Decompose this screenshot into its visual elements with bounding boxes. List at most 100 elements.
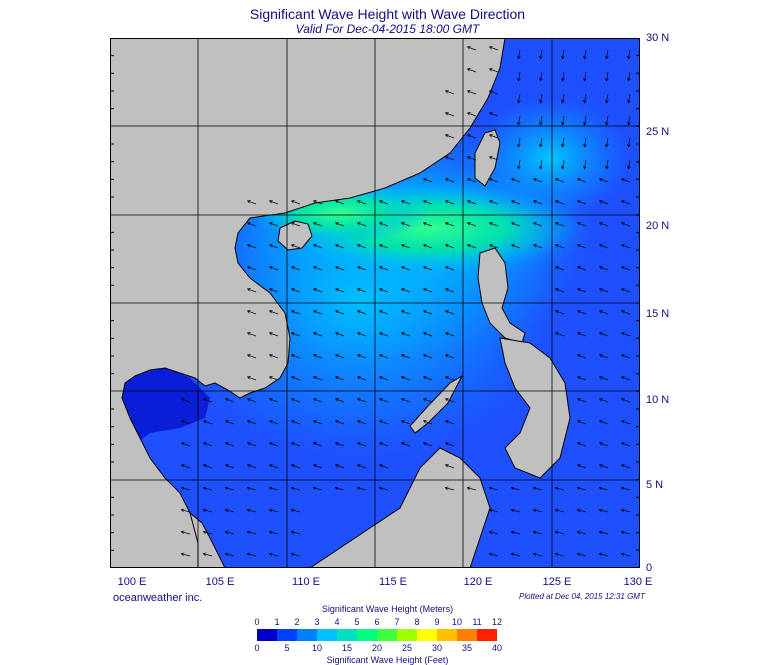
arrow-head [202, 464, 207, 468]
arrow-head [356, 420, 361, 424]
direction-arrow [247, 222, 257, 227]
direction-arrow [313, 244, 323, 249]
arrow-head [290, 552, 295, 556]
arrow-head [583, 99, 587, 104]
direction-arrow [606, 49, 609, 59]
direction-arrow [577, 222, 587, 227]
colorbar-swatch [437, 629, 458, 641]
arrow-head [539, 165, 543, 170]
arrow-head [444, 332, 449, 336]
direction-arrow [291, 288, 301, 293]
arrow-head [378, 420, 383, 424]
direction-arrow [181, 553, 191, 557]
direction-arrow [621, 354, 631, 359]
palawan-island [409, 374, 464, 434]
arrow-head [554, 486, 559, 490]
direction-arrow [423, 442, 433, 447]
direction-arrow [445, 332, 455, 337]
borneo-island [309, 447, 491, 568]
arrow-head [444, 376, 449, 380]
direction-arrow [335, 442, 345, 447]
arrow-head [290, 266, 295, 270]
arrow-head [246, 530, 251, 534]
arrow-head [510, 178, 515, 182]
arrow-head [400, 398, 405, 402]
arrow-head [554, 288, 559, 292]
direction-arrow [357, 310, 367, 315]
direction-arrow [445, 442, 455, 447]
direction-arrow [445, 90, 455, 95]
direction-arrow [467, 90, 477, 95]
arrow-head [246, 354, 251, 358]
arrow-head [554, 310, 559, 314]
arrow-head [466, 222, 471, 226]
direction-arrow [621, 420, 631, 425]
arrow-head [422, 266, 427, 270]
direction-arrow [291, 244, 301, 249]
direction-arrow [313, 354, 323, 359]
arrow-head [444, 134, 449, 138]
arrow-head [356, 442, 361, 446]
meter-tick: 4 [334, 617, 340, 627]
arrow-head [620, 222, 625, 226]
arrow-head [400, 200, 405, 204]
direction-arrow [181, 531, 191, 535]
direction-arrow [577, 509, 587, 513]
lat-label: 30 N [646, 32, 670, 44]
direction-arrow [555, 332, 565, 337]
direction-arrow [269, 442, 279, 447]
direction-arrow [357, 266, 367, 271]
arrow-head [334, 288, 339, 292]
arrow-head [583, 165, 587, 170]
direction-arrow [533, 244, 543, 249]
direction-arrow [401, 332, 411, 337]
direction-arrow [247, 509, 257, 513]
arrow-head [598, 244, 603, 248]
direction-arrow [423, 332, 433, 337]
arrow-head [561, 55, 565, 60]
arrow-head [466, 244, 471, 248]
arrow-head [627, 121, 631, 126]
arrow-head [268, 552, 273, 556]
arrow-head [290, 442, 295, 446]
arrow-head [488, 222, 493, 226]
direction-arrow [423, 222, 433, 227]
arrow-head [246, 266, 251, 270]
direction-arrow [379, 442, 389, 447]
direction-arrow [445, 310, 455, 315]
arrow-head [576, 376, 581, 380]
arrow-head [202, 420, 207, 424]
direction-arrow [291, 464, 301, 469]
arrow-head [605, 121, 609, 126]
direction-arrow [467, 112, 477, 117]
direction-arrow [533, 200, 543, 205]
direction-arrow [445, 178, 455, 183]
direction-arrow [269, 222, 279, 227]
direction-arrow [599, 398, 609, 403]
direction-arrow [423, 420, 433, 425]
colorbar-swatch [397, 629, 418, 641]
direction-arrow [621, 442, 631, 447]
arrow-head [180, 508, 185, 512]
direction-arrow [555, 244, 565, 249]
arrow-head [554, 530, 559, 534]
direction-arrow [599, 531, 609, 535]
direction-arrow [269, 200, 279, 205]
arrow-head [202, 398, 207, 402]
arrow-head [576, 222, 581, 226]
direction-arrow [423, 310, 433, 315]
arrow-head [620, 508, 625, 512]
arrow-head [334, 376, 339, 380]
direction-arrow [533, 487, 543, 491]
lon-label: 110 E [292, 576, 320, 588]
direction-arrow [313, 398, 323, 403]
arrow-head [378, 310, 383, 314]
arrow-head [627, 77, 631, 82]
arrow-head [180, 486, 185, 490]
direction-arrow [577, 487, 587, 491]
colorbar-swatch [477, 629, 497, 641]
meter-tick: 12 [491, 617, 503, 627]
credit-text: oceanweather inc. [113, 592, 203, 604]
lon-label: 130 E [623, 576, 653, 588]
direction-arrow [335, 332, 345, 337]
